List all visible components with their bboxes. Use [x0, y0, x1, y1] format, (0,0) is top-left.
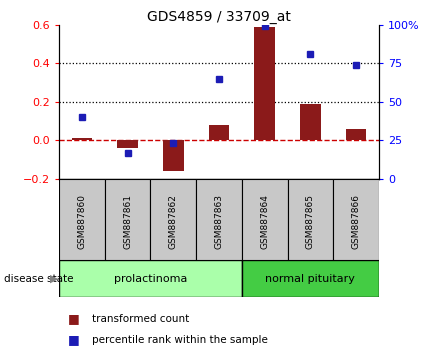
- Bar: [333, 179, 379, 260]
- Title: GDS4859 / 33709_at: GDS4859 / 33709_at: [147, 10, 291, 24]
- Bar: [287, 179, 333, 260]
- Bar: [72, 138, 92, 140]
- Bar: [151, 179, 196, 260]
- Text: disease state: disease state: [4, 274, 74, 284]
- Bar: [196, 179, 242, 260]
- Bar: [242, 260, 379, 297]
- Bar: [300, 104, 321, 140]
- Text: GSM887862: GSM887862: [169, 194, 178, 249]
- Bar: [242, 179, 287, 260]
- Text: prolactinoma: prolactinoma: [114, 274, 187, 284]
- Bar: [59, 179, 105, 260]
- Bar: [163, 140, 184, 171]
- Bar: [105, 179, 151, 260]
- Text: GSM887863: GSM887863: [215, 194, 223, 249]
- Text: GSM887866: GSM887866: [352, 194, 360, 249]
- Bar: [254, 27, 275, 140]
- Text: ▶: ▶: [50, 274, 59, 284]
- Bar: [117, 140, 138, 148]
- Text: GSM887865: GSM887865: [306, 194, 315, 249]
- Bar: [346, 129, 366, 140]
- Text: transformed count: transformed count: [92, 314, 189, 324]
- Text: normal pituitary: normal pituitary: [265, 274, 355, 284]
- Text: GSM887860: GSM887860: [78, 194, 86, 249]
- Text: percentile rank within the sample: percentile rank within the sample: [92, 335, 268, 345]
- Bar: [209, 125, 229, 140]
- Text: GSM887861: GSM887861: [123, 194, 132, 249]
- Text: GSM887864: GSM887864: [260, 194, 269, 249]
- Bar: [59, 260, 242, 297]
- Text: ■: ■: [68, 333, 80, 346]
- Text: ■: ■: [68, 312, 80, 325]
